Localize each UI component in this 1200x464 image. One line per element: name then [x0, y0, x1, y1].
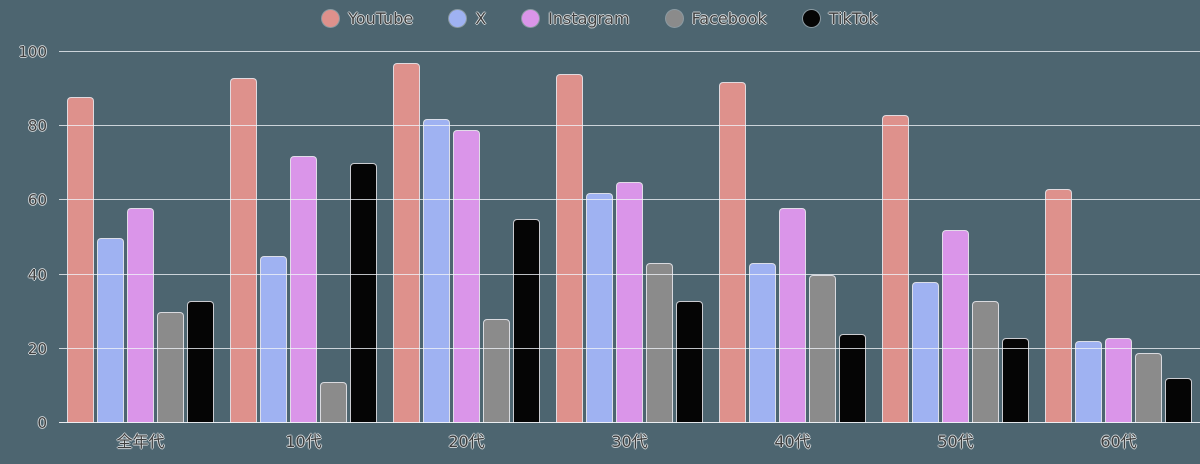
- bar-instagram-5: [942, 230, 969, 423]
- bar-youtube-0: [67, 96, 94, 423]
- legend-marker-circle-icon: [522, 10, 540, 27]
- bar-group-2: 20代: [385, 52, 548, 451]
- bar-facebook-3: [646, 263, 673, 423]
- bar-facebook-0: [157, 311, 184, 423]
- bar-x-3: [586, 192, 613, 423]
- bar-tiktok-4: [839, 333, 866, 423]
- bar-group-6: 60代: [1037, 52, 1200, 451]
- bar-youtube-5: [882, 115, 909, 423]
- legend-label: X: [475, 9, 487, 28]
- plot-area: 全年代 10代 20代 30代 40代 50代 60代: [59, 51, 1200, 451]
- legend-label: TikTok: [828, 9, 878, 28]
- bar-group-4: 40代: [711, 52, 874, 451]
- bar-youtube-3: [556, 74, 583, 423]
- bar-facebook-2: [483, 319, 510, 423]
- chart-legend: YouTube X Instagram Facebook TikTok: [0, 10, 1200, 27]
- bar-x-2: [423, 118, 450, 423]
- y-axis-tick-label-40: 40: [27, 265, 47, 284]
- bars-layer: 全年代 10代 20代 30代 40代 50代 60代: [59, 52, 1200, 451]
- legend-item-instagram: Instagram: [522, 9, 630, 28]
- bar-youtube-6: [1045, 189, 1072, 423]
- x-axis-category-label-1: 10代: [285, 432, 322, 451]
- legend-marker-circle-icon: [322, 10, 340, 27]
- x-axis-category-label-5: 50代: [937, 432, 974, 451]
- y-axis-tick-label-60: 60: [27, 191, 47, 210]
- bar-facebook-1: [320, 382, 347, 423]
- bar-x-6: [1075, 341, 1102, 423]
- bar-instagram-1: [290, 155, 317, 423]
- legend-label: YouTube: [348, 9, 414, 28]
- bar-youtube-4: [719, 81, 746, 423]
- y-axis-tick-label-100: 100: [18, 43, 47, 61]
- bar-x-1: [260, 256, 287, 423]
- bar-tiktok-2: [513, 218, 540, 423]
- bar-instagram-2: [453, 129, 480, 423]
- x-axis-category-label-0: 全年代: [116, 432, 165, 451]
- legend-item-facebook: Facebook: [665, 9, 767, 28]
- bar-x-0: [97, 237, 124, 423]
- y-axis-tick-label-0: 0: [37, 414, 47, 432]
- y-axis-tick-label-20: 20: [27, 339, 47, 358]
- bar-tiktok-1: [350, 163, 377, 423]
- y-axis-tick-label-80: 80: [27, 117, 47, 136]
- bar-tiktok-5: [1002, 337, 1029, 423]
- bar-facebook-5: [972, 300, 999, 423]
- legend-marker-circle-icon: [802, 10, 820, 27]
- bar-youtube-2: [393, 63, 420, 423]
- x-axis-category-label-3: 30代: [611, 432, 648, 451]
- bar-x-4: [749, 263, 776, 423]
- bar-instagram-3: [616, 181, 643, 423]
- bar-x-5: [912, 282, 939, 423]
- legend-item-tiktok: TikTok: [802, 9, 878, 28]
- legend-label: Instagram: [548, 9, 630, 28]
- bar-tiktok-6: [1165, 378, 1192, 423]
- bar-group-1: 10代: [222, 52, 385, 451]
- bar-group-0: 全年代: [59, 52, 222, 451]
- legend-item-x: X: [449, 10, 486, 27]
- bar-group-5: 50代: [874, 52, 1037, 451]
- bar-facebook-4: [809, 274, 836, 423]
- bar-instagram-0: [127, 207, 154, 423]
- bar-facebook-6: [1135, 352, 1162, 423]
- legend-marker-circle-icon: [449, 10, 467, 27]
- bar-instagram-4: [779, 207, 806, 423]
- bar-tiktok-3: [676, 300, 703, 423]
- x-axis-category-label-6: 60代: [1100, 432, 1137, 451]
- bar-instagram-6: [1105, 337, 1132, 423]
- bar-youtube-1: [230, 77, 257, 423]
- legend-label: Facebook: [691, 9, 767, 28]
- legend-marker-circle-icon: [665, 10, 683, 27]
- x-axis-category-label-2: 20代: [448, 432, 485, 451]
- legend-item-youtube: YouTube: [322, 10, 413, 27]
- bar-tiktok-0: [187, 300, 214, 423]
- x-axis-category-label-4: 40代: [774, 432, 811, 451]
- bar-group-3: 30代: [548, 52, 711, 451]
